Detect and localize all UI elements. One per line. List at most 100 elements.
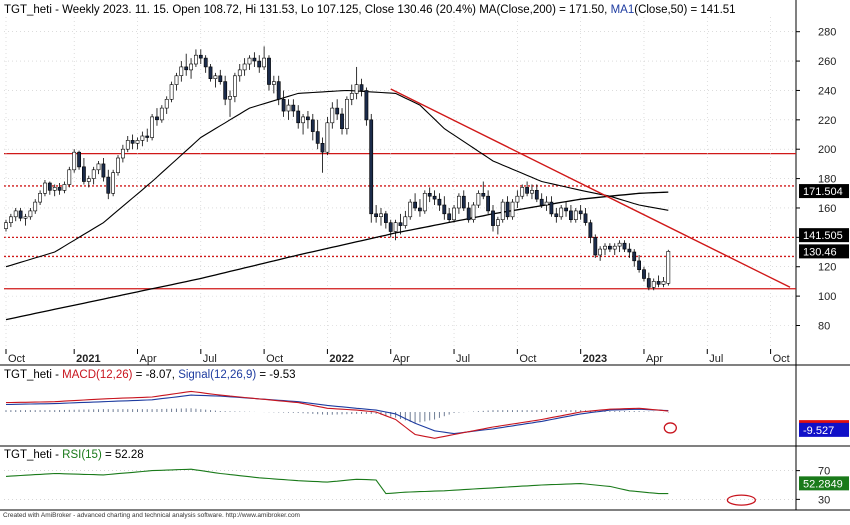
candle-body <box>466 207 471 221</box>
ma50-line <box>5 89 669 268</box>
candle-body <box>617 242 622 247</box>
price-badge: 141.505 <box>803 230 843 242</box>
candle-body <box>379 213 383 218</box>
candle-body <box>218 75 223 83</box>
candle-body <box>471 204 476 220</box>
candle-body <box>159 107 164 121</box>
candle-body <box>447 213 452 221</box>
candle-body <box>398 222 403 226</box>
price-badge-box <box>799 184 849 199</box>
macd-header: TGT_heti - MACD(12,26) = -8.07, Signal(1… <box>4 369 296 381</box>
candle-body <box>632 251 637 262</box>
candle-body <box>593 237 598 256</box>
x-tick-label: Oct <box>266 353 283 365</box>
candle-body <box>301 116 306 124</box>
candle-body <box>461 195 466 209</box>
candle-body <box>544 201 549 206</box>
footer-credit: Created with AmiBroker - advanced charti… <box>3 512 300 519</box>
rsi-badge-box <box>799 476 849 491</box>
candle-body <box>28 210 33 218</box>
candle-body <box>432 195 437 200</box>
candle-body <box>578 210 583 215</box>
candle-body <box>525 187 530 194</box>
x-tick-label: 2021 <box>76 353 100 365</box>
candle-body <box>442 204 447 215</box>
y-tick-label: 100 <box>818 291 836 303</box>
candle-body <box>383 213 388 223</box>
candle-body <box>130 140 135 144</box>
candle-body <box>388 222 393 232</box>
candle-body <box>82 166 86 182</box>
candle-body <box>530 190 534 194</box>
x-tick-label: Oct <box>773 353 790 365</box>
candle-body <box>111 172 116 194</box>
candle-body <box>125 140 130 150</box>
candle-body <box>101 163 106 178</box>
candle-body <box>656 281 661 285</box>
y-tick-label: 220 <box>818 115 836 127</box>
rsi-y-tick-label: 70 <box>818 466 830 478</box>
candle-body <box>500 201 505 221</box>
x-tick-label: 2023 <box>583 353 607 365</box>
candle-body <box>612 245 617 250</box>
candle-body <box>437 198 442 206</box>
candle-body <box>4 222 8 229</box>
candle-body <box>228 96 232 100</box>
candle-body <box>491 210 495 226</box>
candle-body <box>213 75 218 80</box>
candle-body <box>135 140 140 144</box>
ma200-line <box>5 191 669 321</box>
candle-body <box>52 187 57 191</box>
price-header: TGT_heti - Weekly 2023. 11. 15. Open 108… <box>4 4 736 16</box>
candle-body <box>564 207 569 212</box>
candle-body <box>150 116 155 138</box>
candle-body <box>364 90 369 121</box>
candle-body <box>281 99 286 112</box>
candle-body <box>481 193 486 197</box>
price-header-title: TGT_heti - Weekly 2023. 11. 15. Open 108… <box>4 4 611 16</box>
candle-body <box>194 54 198 65</box>
candle-body <box>189 63 194 71</box>
y-tick-label: 120 <box>818 262 836 274</box>
candle-body <box>335 107 340 115</box>
candle-body <box>520 187 525 197</box>
candle-body <box>155 116 159 121</box>
macd-signal-line <box>5 394 669 435</box>
candle-body <box>164 99 169 109</box>
candle-body <box>603 245 607 250</box>
candle-body <box>539 198 544 206</box>
candle-body <box>359 84 364 91</box>
macd-header-prefix: TGT_heti - <box>4 369 62 381</box>
candle-body <box>413 201 418 209</box>
y-tick-label: 80 <box>818 320 830 332</box>
candle-body <box>598 248 603 256</box>
candle-body <box>330 107 335 124</box>
price-badge: 171.504 <box>803 186 843 198</box>
candle-body <box>72 151 77 171</box>
candle-body <box>242 63 247 71</box>
candle-body <box>559 207 564 218</box>
candle-body <box>583 213 588 223</box>
candle-body <box>96 163 101 171</box>
candle-body <box>62 184 67 191</box>
candle-body <box>223 81 228 100</box>
candle-body <box>257 60 262 68</box>
candle-body <box>486 195 491 212</box>
candle-body <box>145 135 150 138</box>
candle-body <box>534 190 539 200</box>
candle-body <box>642 269 646 279</box>
candle-body <box>320 143 325 153</box>
rsi-header: TGT_heti - RSI(15) = 52.28 <box>4 449 144 461</box>
candle-body <box>203 57 208 68</box>
y-tick-label: 180 <box>818 174 836 186</box>
candle-body <box>43 182 47 194</box>
candle-body <box>408 201 413 218</box>
candle-body <box>106 176 111 194</box>
candle-body <box>179 66 184 77</box>
x-tick-label: Apr <box>646 353 663 365</box>
candle-body <box>340 113 344 129</box>
candle-body <box>622 242 627 250</box>
x-tick-label: Jul <box>456 353 470 365</box>
